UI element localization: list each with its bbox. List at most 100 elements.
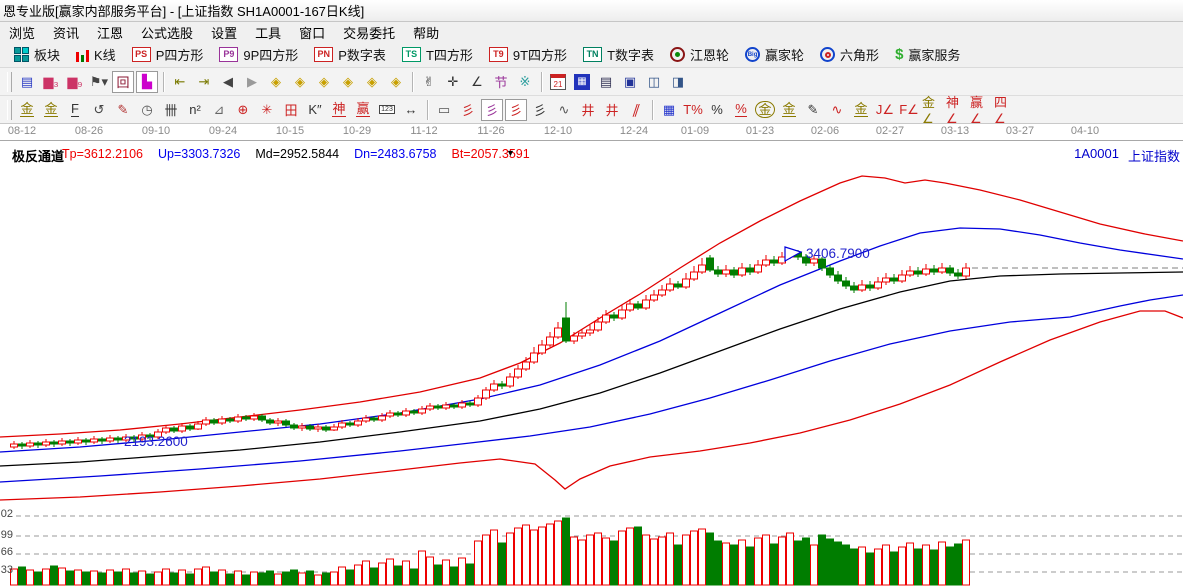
fractal-tool-icon[interactable]: ※ (514, 71, 536, 93)
report-icon[interactable]: ▤ (16, 71, 38, 93)
candle-body (898, 274, 906, 282)
menu-item-tools[interactable]: 工具 (255, 25, 282, 41)
menu-item-formula-stock-pick[interactable]: 公式选股 (141, 25, 194, 41)
calendar-icon[interactable]: 21 (547, 71, 569, 93)
grid-red-icon[interactable]: 井 (577, 99, 599, 121)
crosshair-tool-icon[interactable]: ✛ (442, 71, 464, 93)
box-grid-icon[interactable]: 田 (280, 99, 302, 121)
notepad-icon[interactable]: ▤ (595, 71, 617, 93)
percent-lines-icon[interactable]: % (730, 99, 752, 121)
table-blue-icon[interactable]: ▦ (658, 99, 680, 121)
feature-button-winner-wheel[interactable]: Big 赢家轮 (737, 44, 812, 66)
mirror-triangle-icon[interactable]: ⊿ (208, 99, 230, 121)
hand-tool-icon[interactable]: ✌ (418, 71, 440, 93)
f-ruler-icon[interactable]: F (64, 99, 86, 121)
menu-item-help[interactable]: 帮助 (413, 25, 440, 41)
dropdown-marker-icon[interactable]: ▼ (506, 148, 515, 158)
diamond-right-icon[interactable]: ◈ (289, 71, 311, 93)
gold-angle-icon[interactable]: 金∠ (922, 95, 944, 126)
histogram-box-icon[interactable]: ▙ (136, 70, 158, 93)
gold-ruler-a-icon[interactable]: 金 (16, 99, 38, 121)
candle-body (514, 368, 522, 378)
number-grid-icon[interactable]: 123 (376, 99, 398, 121)
fan-arrows-icon[interactable]: 彡 (529, 99, 551, 121)
menu-item-news[interactable]: 资讯 (53, 25, 80, 41)
chart-canvas[interactable] (0, 140, 1183, 586)
save-icon[interactable]: ▣ (619, 71, 641, 93)
diamond-shrink-left-icon[interactable]: ◈ (337, 71, 359, 93)
pen-black-icon[interactable]: ✎ (802, 99, 824, 121)
kline-group-3-icon[interactable]: ▆₃ (40, 71, 62, 93)
diamond-shrink-right-icon[interactable]: ◈ (385, 71, 407, 93)
f-angle-icon[interactable]: F∠ (898, 99, 920, 121)
gold-lines-icon[interactable]: 金 (778, 99, 800, 121)
candle-body (690, 271, 698, 280)
parallel-lines-icon[interactable]: ∥ (625, 99, 647, 121)
calculator-icon[interactable]: ▦ (571, 71, 593, 93)
k-quote-icon[interactable]: K″ (304, 99, 326, 121)
circle-cross-icon[interactable]: ⊕ (232, 99, 254, 121)
feature-button-kline[interactable]: K线 (68, 44, 124, 66)
shen-ruler-icon[interactable]: 神 (328, 99, 350, 121)
width-measure-icon[interactable]: ↔ (400, 99, 422, 121)
diamond-left-icon[interactable]: ◈ (265, 71, 287, 93)
volume-bar (746, 546, 754, 586)
grid-arrow-icon[interactable]: 井 (601, 99, 623, 121)
volume-bar (922, 544, 930, 586)
feature-button-t-number-table[interactable]: TN T数字表 (575, 44, 662, 66)
t-percent-icon[interactable]: T% (682, 99, 704, 121)
wave-tool-icon[interactable]: ∿ (553, 99, 575, 121)
kline-group-9-icon[interactable]: ▆₉ (64, 71, 86, 93)
feature-button-winner-service[interactable]: $ 赢家服务 (887, 44, 968, 66)
ying-ruler-icon[interactable]: 赢 (352, 99, 374, 121)
diamond-expand-icon[interactable]: ◈ (313, 71, 335, 93)
menu-item-gann[interactable]: 江恩 (97, 25, 124, 41)
tick-ruler-icon[interactable]: 卌 (160, 99, 182, 121)
gold-underline-icon[interactable]: 金 (850, 99, 872, 121)
print-pc-icon[interactable]: ◨ (667, 71, 689, 93)
clock-cycle-icon[interactable]: ◷ (136, 99, 158, 121)
ying-angle-icon[interactable]: 赢∠ (970, 95, 992, 126)
menu-item-trade-order[interactable]: 交易委托 (343, 25, 396, 41)
fan-box-purple-icon[interactable]: 彡 (481, 98, 503, 121)
diamond-shrink-icon[interactable]: ◈ (361, 71, 383, 93)
feature-button-9p-square[interactable]: P9 9P四方形 (211, 44, 306, 66)
rect-tool-icon[interactable]: ▭ (433, 99, 455, 121)
angle-tool-icon[interactable]: ∠ (466, 71, 488, 93)
feature-button-p-number-table[interactable]: PN P数字表 (306, 44, 394, 66)
date-label: 09-10 (141, 125, 171, 137)
feature-button-hexagon[interactable]: 六角形 (812, 44, 887, 66)
feature-button-9t-square[interactable]: T9 9T四方形 (481, 44, 575, 66)
pen-ruler-icon[interactable]: ✎ (112, 99, 134, 121)
candle-body (626, 303, 634, 311)
spiral-icon[interactable]: ↺ (88, 99, 110, 121)
star-grid-icon[interactable]: ✳ (256, 99, 278, 121)
menu-item-settings[interactable]: 设置 (211, 25, 238, 41)
candle-body (378, 415, 386, 421)
flag-marker-icon[interactable]: ⚑▾ (88, 71, 110, 93)
gann-tool-icon[interactable]: 节 (490, 71, 512, 93)
feature-button-sector[interactable]: 板块 (6, 44, 68, 66)
gold-circle-icon[interactable]: 金 (754, 99, 776, 121)
j-angle-icon[interactable]: J∠ (874, 99, 896, 121)
fan-box-red-icon[interactable]: 彡 (505, 98, 527, 121)
menu-item-browse[interactable]: 浏览 (9, 25, 36, 41)
wave-red-icon[interactable]: ∿ (826, 99, 848, 121)
feature-button-gann-wheel[interactable]: 江恩轮 (662, 44, 737, 66)
shen-angle-icon[interactable]: 神∠ (946, 95, 968, 126)
web-pc-icon[interactable]: ◫ (643, 71, 665, 93)
gold-ruler-b-icon[interactable]: 金 (40, 99, 62, 121)
fan-lines-icon[interactable]: 彡 (457, 99, 479, 121)
next-icon[interactable]: ▶ (241, 71, 263, 93)
feature-button-t-square[interactable]: TS T四方形 (394, 44, 481, 66)
n-square-icon[interactable]: n² (184, 99, 206, 121)
pattern-box-icon[interactable]: 回 (112, 70, 134, 93)
volume-bar (338, 566, 346, 586)
si-angle-icon[interactable]: 四∠ (994, 95, 1016, 126)
prev-icon[interactable]: ◀ (217, 71, 239, 93)
menu-item-window[interactable]: 窗口 (299, 25, 326, 41)
feature-button-p-square[interactable]: PS P四方形 (124, 44, 212, 66)
last-page-icon[interactable]: ⇥ (193, 71, 215, 93)
first-page-icon[interactable]: ⇤ (169, 71, 191, 93)
percent-icon[interactable]: % (706, 99, 728, 121)
